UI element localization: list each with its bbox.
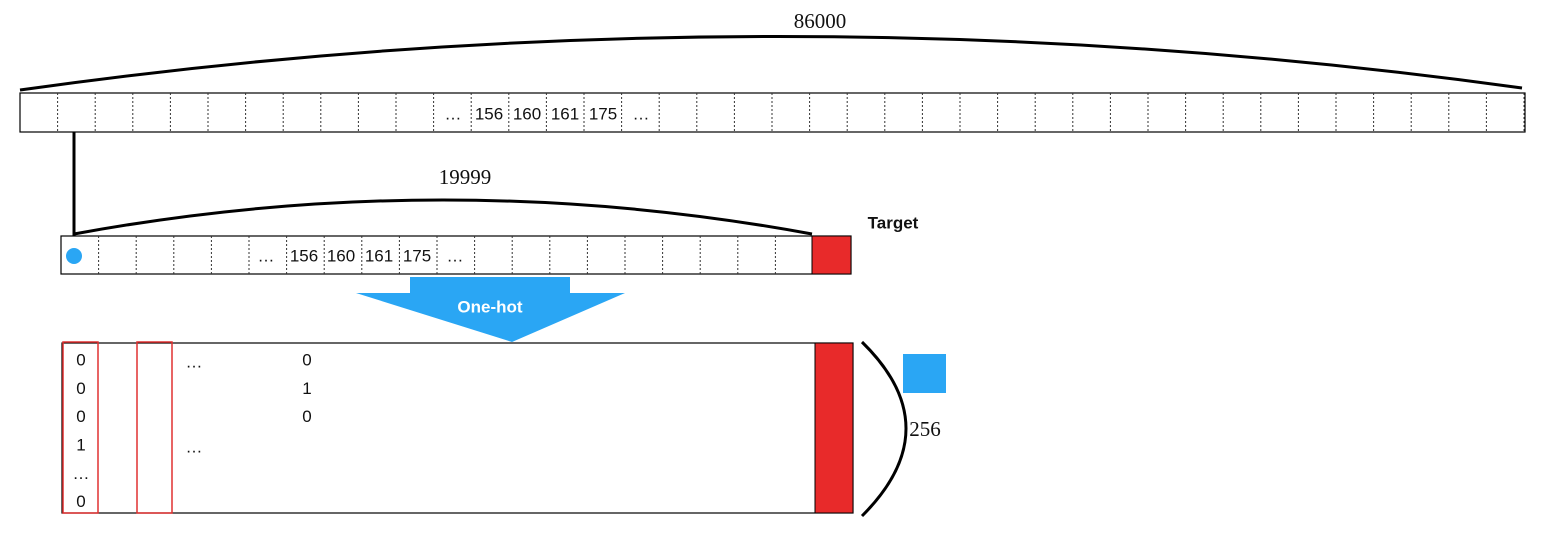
span-arc: [19, 35, 1523, 92]
labels: 86000 … 156 160 161 175 … 19999 Target ……: [62, 9, 941, 514]
brace: [860, 340, 908, 518]
highlight-column: [62, 341, 99, 514]
cell-text: 175: [589, 104, 617, 123]
target-label: Target: [868, 213, 919, 232]
cell-text: 160: [513, 104, 541, 123]
height-label: 256: [909, 417, 941, 441]
cell-text: 175: [403, 246, 431, 265]
target-cell: [811, 235, 852, 275]
cell-text: 161: [365, 246, 393, 265]
one-hot-arrow: [356, 277, 625, 342]
target-column: [814, 342, 854, 514]
sample-strip: [60, 235, 852, 275]
matrix-cell: 0: [76, 350, 85, 369]
matrix-cell: 0: [302, 350, 311, 369]
matrix-cell: …: [73, 464, 90, 483]
highlight-column: [136, 341, 173, 514]
matrix-cell: 1: [302, 379, 311, 398]
matrix: [61, 342, 854, 514]
matrix-cell: 0: [302, 407, 311, 426]
start-dot: [66, 248, 82, 264]
matrix-cell: 0: [76, 407, 85, 426]
matrix-cell: …: [186, 352, 203, 371]
cell-text: …: [258, 246, 275, 265]
layout: [19, 35, 1526, 518]
sample-length: 19999: [439, 165, 492, 189]
blue-square: [903, 354, 946, 393]
sample-arc: [73, 198, 813, 236]
one-hot-label: One-hot: [457, 297, 522, 316]
matrix-cell: …: [186, 437, 203, 456]
matrix-cell: 0: [76, 492, 85, 511]
cell-text: 160: [327, 246, 355, 265]
cell-text: 156: [290, 246, 318, 265]
cell-text: 156: [475, 104, 503, 123]
cell-text: 161: [551, 104, 579, 123]
top-length: 86000: [794, 9, 847, 33]
matrix-cell: 1: [76, 435, 85, 454]
matrix-cell: 0: [76, 379, 85, 398]
cell-text: …: [445, 104, 462, 123]
cell-text: …: [633, 104, 650, 123]
cell-text: …: [447, 246, 464, 265]
